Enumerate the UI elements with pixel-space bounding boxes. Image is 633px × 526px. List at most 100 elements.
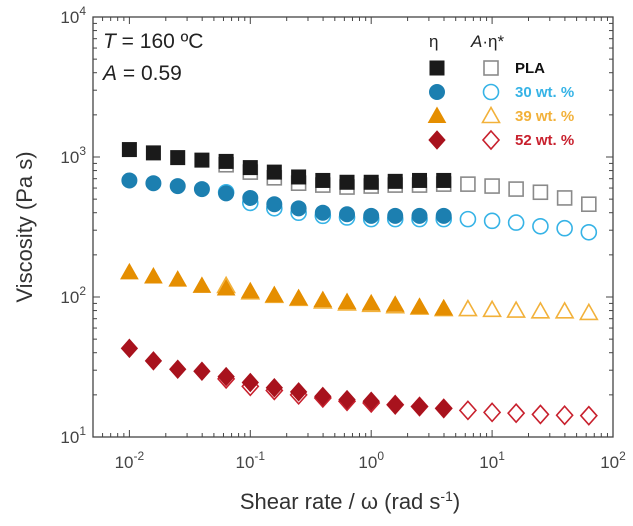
y-tick-label: 104 (60, 4, 86, 27)
data-points (120, 142, 599, 426)
data-point-triangle-open (506, 300, 526, 318)
data-point-square-filled (194, 152, 210, 168)
data-point-triangle-filled (289, 288, 308, 306)
data-point-square-filled (218, 153, 234, 169)
legend-marker-filled (429, 84, 445, 100)
data-point-diamond-filled (193, 361, 211, 381)
legend-label: 52 wt. % (515, 132, 574, 149)
x-tick-labels: 10-2 10-1 100 101 102 (115, 449, 627, 472)
x-tick-label: 101 (479, 449, 505, 472)
data-point-triangle-filled (264, 285, 284, 303)
x-tick-label: 100 (358, 449, 384, 472)
data-point-circle-filled (169, 178, 186, 195)
legend-header-a-eta-star: A·η* (470, 32, 504, 51)
data-point-square-filled (121, 142, 137, 158)
data-point-diamond-filled (241, 372, 259, 393)
data-point-circle-open (483, 212, 501, 230)
a-annotation: A = 0.59 (101, 62, 182, 85)
data-point-circle-open (532, 217, 549, 235)
data-point-circle-filled (218, 185, 235, 202)
y-axis-title: Viscosity (Pa s) (12, 151, 37, 302)
data-point-diamond-filled (144, 351, 163, 371)
data-point-diamond-open (579, 405, 598, 426)
data-point-triangle-open (530, 301, 551, 319)
data-point-diamond-open (531, 404, 550, 425)
data-point-diamond-filled (314, 386, 332, 407)
legend-marker-open (481, 105, 501, 124)
data-point-triangle-filled (337, 292, 357, 310)
x-tick-label: 102 (600, 449, 626, 472)
data-point-diamond-open (555, 405, 574, 426)
legend-marker-open (483, 60, 499, 76)
data-point-triangle-filled (120, 262, 139, 280)
data-point-triangle-open (482, 299, 502, 318)
x-tick-label: 10-1 (235, 449, 265, 472)
legend-label: 39 wt. % (515, 108, 574, 125)
data-point-circle-filled (193, 181, 210, 198)
data-point-diamond-filled (289, 382, 308, 402)
y-tick-label: 102 (60, 284, 86, 307)
data-point-triangle-filled (410, 297, 429, 314)
x-axis-title: Shear rate / ω (rad s-1) (240, 488, 460, 514)
data-point-square-filled (363, 174, 379, 190)
data-point-circle-filled (242, 189, 259, 206)
data-point-square-open (581, 196, 597, 213)
data-point-circle-filled (314, 204, 331, 221)
data-point-triangle-open (458, 298, 478, 317)
data-point-circle-open (459, 210, 477, 228)
data-point-triangle-filled (240, 281, 260, 299)
data-point-circle-open (580, 223, 598, 241)
legend-label: PLA (515, 60, 545, 77)
data-point-circle-filled (290, 200, 307, 217)
data-point-diamond-filled (169, 359, 187, 379)
data-point-circle-filled (387, 207, 404, 224)
data-point-triangle-open (554, 301, 575, 319)
legend-marker-filled (429, 60, 445, 76)
data-point-diamond-filled (120, 338, 139, 359)
x-tick-label: 10-2 (115, 449, 145, 472)
data-point-diamond-filled (435, 398, 453, 419)
data-point-diamond-filled (217, 366, 235, 387)
axis-ticks (92, 16, 614, 438)
y-tick-label: 103 (60, 144, 86, 167)
data-point-circle-filled (339, 206, 356, 223)
data-point-square-filled (436, 172, 452, 188)
legend: η A·η* PLA 30 wt. % 39 wt. % 52 wt. % (427, 32, 574, 151)
data-point-diamond-open (507, 402, 526, 424)
data-point-circle-open (556, 219, 573, 237)
data-point-diamond-open (483, 402, 502, 423)
y-tick-label: 101 (60, 424, 86, 447)
data-point-circle-filled (266, 196, 283, 213)
data-point-square-open (460, 176, 476, 192)
data-point-square-open (484, 178, 500, 194)
data-point-triangle-filled (385, 295, 405, 312)
data-point-triangle-open (578, 302, 599, 321)
data-point-circle-filled (121, 172, 138, 189)
data-point-square-filled (315, 172, 331, 188)
data-point-triangle-filled (216, 278, 236, 296)
data-point-triangle-filled (361, 293, 381, 311)
data-point-circle-filled (411, 207, 428, 224)
data-point-circle-filled (363, 207, 380, 224)
legend-rows: PLA 30 wt. % 39 wt. % 52 wt. % (427, 60, 574, 151)
temperature-annotation: T = 160 ºC (103, 30, 203, 53)
legend-marker-open (481, 129, 501, 151)
legend-marker-filled (428, 130, 446, 150)
data-point-diamond-filled (362, 391, 380, 412)
data-point-square-filled (412, 172, 428, 188)
data-point-square-filled (387, 173, 403, 189)
data-point-triangle-filled (434, 298, 454, 316)
data-point-triangle-filled (192, 276, 212, 293)
data-point-square-open (508, 181, 524, 197)
data-point-square-filled (291, 169, 307, 185)
data-point-square-filled (145, 145, 161, 161)
data-point-square-filled (242, 160, 258, 176)
data-point-diamond-filled (410, 396, 429, 417)
data-point-circle-filled (435, 207, 452, 224)
legend-marker-filled (427, 106, 447, 123)
data-point-square-filled (339, 174, 355, 190)
data-point-square-filled (266, 164, 282, 180)
data-point-square-filled (170, 150, 186, 166)
legend-label: 30 wt. % (515, 84, 574, 101)
